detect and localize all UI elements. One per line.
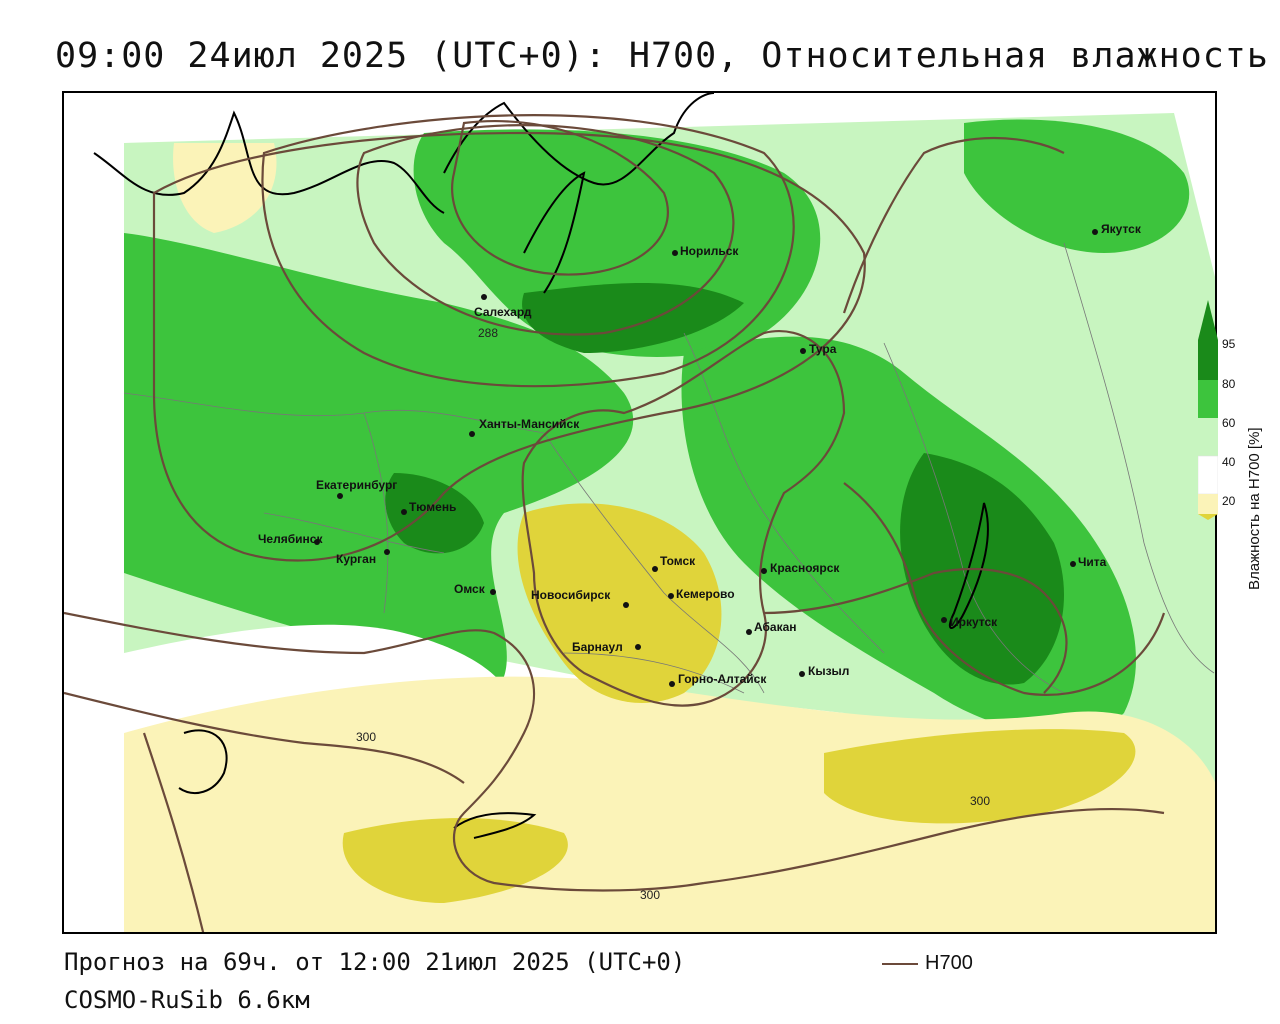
colorbar-band <box>1198 494 1218 514</box>
coastlines <box>93 93 989 839</box>
city-dot <box>761 568 767 574</box>
city-dot <box>668 593 674 599</box>
colorbar-tick: 20 <box>1222 494 1236 508</box>
city-label-tyumen: Тюмень <box>409 500 456 514</box>
colorbar-band <box>1198 340 1218 380</box>
city-label-tomsk: Томск <box>660 554 696 568</box>
legend-label: H700 <box>925 952 973 974</box>
city-label-chita: Чита <box>1078 555 1107 569</box>
city-dot <box>652 566 658 572</box>
map-canvas: 288 300 300 300 Якутск Норильск Салехард… <box>64 93 1215 932</box>
city-label-norilsk: Норильск <box>680 244 739 258</box>
region-borders <box>123 242 1215 694</box>
city-dot <box>314 539 320 545</box>
colorbar-band <box>1198 455 1218 495</box>
city-label-kyzyl: Кызыл <box>808 664 849 678</box>
forecast-info: Прогноз на 69ч. от 12:00 21июл 2025 (UTC… <box>64 948 686 976</box>
colorbar-tick: 80 <box>1222 377 1236 391</box>
colorbar-band <box>1198 418 1218 456</box>
isoline-label: 288 <box>478 326 498 340</box>
isoline-label: 300 <box>970 794 990 808</box>
city-label-gorno-altaysk: Горно-Алтайск <box>678 672 767 686</box>
colorbar-tick: 40 <box>1222 455 1236 469</box>
city-label-yakutsk: Якутск <box>1101 222 1142 236</box>
city-label-omsk: Омск <box>454 582 486 596</box>
model-name: COSMO-RuSib 6.6км <box>64 986 310 1014</box>
city-dot <box>799 671 805 677</box>
h700-isolines <box>64 114 1166 932</box>
map-title: 09:00 24июл 2025 (UTC+0): H700, Относите… <box>55 36 1269 76</box>
city-dot <box>401 509 407 515</box>
humidity-zone-green-northeast <box>964 119 1190 253</box>
city-markers: Якутск Норильск Салехард Тура Ханты-Манс… <box>258 222 1142 687</box>
city-dot <box>1092 229 1098 235</box>
city-label-barnaul: Барнаул <box>572 640 623 654</box>
colorbar-tick: 60 <box>1222 416 1236 430</box>
city-label-ekaterinburg: Екатеринбург <box>316 478 397 492</box>
humidity-zone-yellow-south-2 <box>824 729 1136 824</box>
city-label-kemerovo: Кемерово <box>676 587 735 601</box>
colorbar <box>1198 300 1218 520</box>
isoline-label: 300 <box>640 888 660 902</box>
legend-line-swatch <box>882 963 918 965</box>
city-dot <box>941 617 947 623</box>
city-dot <box>481 294 487 300</box>
city-dot <box>635 644 641 650</box>
humidity-zone-dark-green-3 <box>385 473 484 554</box>
city-label-chelyabinsk: Челябинск <box>258 532 323 546</box>
city-label-tura: Тура <box>809 342 837 356</box>
city-label-abakan: Абакан <box>754 620 797 634</box>
colorbar-tick: 95 <box>1222 337 1236 351</box>
city-dot <box>384 549 390 555</box>
colorbar-cap-bottom <box>1198 514 1218 520</box>
city-dot <box>1070 561 1076 567</box>
isoline-label: 300 <box>356 730 376 744</box>
city-dot <box>490 589 496 595</box>
city-label-kurgan: Курган <box>336 552 376 566</box>
city-label-novosibirsk: Новосибирск <box>531 588 611 602</box>
city-dot <box>623 602 629 608</box>
forecast-map: 288 300 300 300 Якутск Норильск Салехард… <box>62 91 1217 934</box>
city-label-khanty-mansiysk: Ханты-Мансийск <box>479 417 580 431</box>
humidity-zone-yellow-south-1 <box>342 818 568 903</box>
city-dot <box>469 431 475 437</box>
city-dot <box>672 250 678 256</box>
city-dot <box>669 681 675 687</box>
colorbar-label: Влажность на H700 [%] <box>1246 427 1263 590</box>
city-label-irkutsk: Иркутск <box>950 615 998 629</box>
city-dot <box>337 493 343 499</box>
colorbar-band <box>1198 380 1218 418</box>
colorbar-cap-top <box>1198 300 1218 340</box>
city-dot <box>800 348 806 354</box>
city-label-salekhard: Салехард <box>474 305 532 319</box>
city-label-krasnoyarsk: Красноярск <box>770 561 840 575</box>
city-dot <box>746 629 752 635</box>
